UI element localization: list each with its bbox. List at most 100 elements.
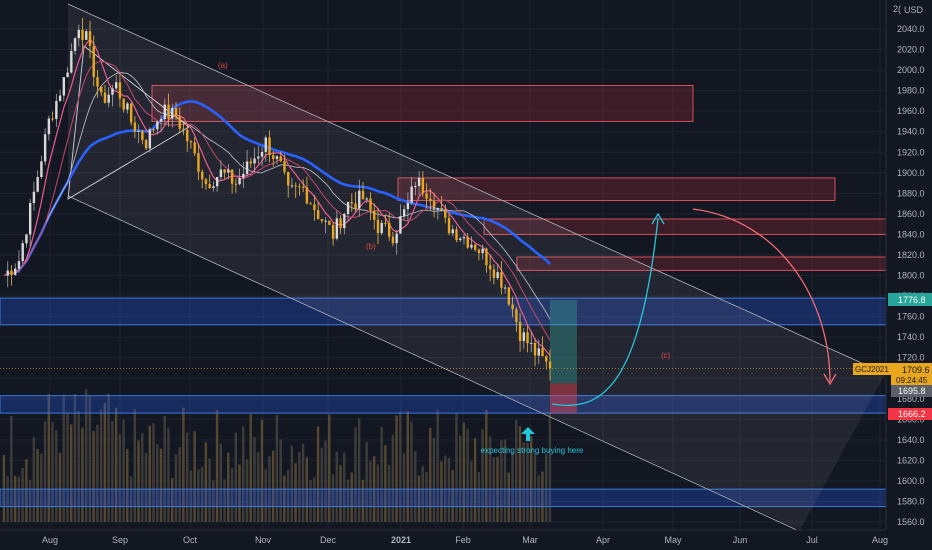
candle-body <box>507 287 511 305</box>
volume-bar <box>477 472 481 522</box>
volume-bar <box>466 428 469 522</box>
candle-body <box>455 229 458 241</box>
x-tick-label: Jul <box>806 535 818 545</box>
candle-body <box>223 169 226 173</box>
candle-body <box>350 202 353 204</box>
ma-mid-line <box>3 72 551 320</box>
volume-bar <box>481 428 484 522</box>
ma-fast-line <box>3 38 551 356</box>
candle-body <box>466 237 469 248</box>
forecast-paths <box>551 208 837 407</box>
candle-body <box>268 137 271 156</box>
candle-body <box>163 104 167 119</box>
candle-body <box>272 155 275 160</box>
candle-body <box>219 169 223 177</box>
candle-body <box>470 244 473 248</box>
volume-bar <box>6 476 9 522</box>
y-tick-label: 1820.0 <box>897 250 925 260</box>
candle-body <box>260 151 264 157</box>
candle-body <box>395 233 398 244</box>
volume-bar <box>148 425 151 522</box>
channel-top-line <box>67 3 887 375</box>
candle-body <box>530 342 533 344</box>
level-lower-value: 1666.2 <box>898 409 926 419</box>
y-tick-label: 1560.0 <box>897 517 925 527</box>
volume-bar <box>309 479 312 522</box>
candle-body <box>533 342 537 356</box>
candle-body <box>331 224 335 239</box>
volume-bar <box>17 476 21 522</box>
candle-body <box>156 121 159 130</box>
volume-bar <box>399 410 402 522</box>
candle-body <box>178 116 181 129</box>
volume-bar <box>99 409 103 522</box>
volume-bar <box>92 430 95 522</box>
volume-bar <box>290 445 294 522</box>
volume-bar <box>189 470 193 522</box>
volume-bar <box>163 415 166 522</box>
candle-body <box>343 213 346 229</box>
candle-body <box>114 82 118 89</box>
volume-bar <box>473 438 477 522</box>
candle-body <box>212 186 215 189</box>
candle-body <box>73 38 77 51</box>
candle-body <box>462 237 466 239</box>
volume-bar <box>384 445 387 522</box>
symbol-label: GCJ2021 <box>855 365 889 374</box>
y-tick-label: 1580.0 <box>897 496 925 506</box>
candle-body <box>118 82 122 99</box>
volume-bar <box>2 455 6 522</box>
candle-body <box>47 118 51 135</box>
volume-bar <box>324 440 327 522</box>
candle-body <box>354 203 357 209</box>
volume-bar <box>526 442 529 522</box>
volume-bar <box>84 389 88 522</box>
volume-bar <box>410 421 413 522</box>
candle-body <box>369 198 372 211</box>
volume-bar <box>432 437 436 522</box>
volume-bar <box>447 457 451 522</box>
triangle-pattern <box>67 45 190 200</box>
candle-body <box>301 186 305 188</box>
candle-body <box>387 222 391 237</box>
candle-body <box>152 129 155 131</box>
candle-body <box>410 186 413 203</box>
y-tick-label: 1740.0 <box>897 332 925 342</box>
candlesticks <box>6 18 552 381</box>
x-tick-label: May <box>664 535 682 545</box>
volume-bar <box>215 410 219 522</box>
y-tick-label: 1620.0 <box>897 455 925 465</box>
candle-body <box>406 202 410 210</box>
candle-body <box>515 309 518 323</box>
volume-bar <box>152 423 155 522</box>
candle-body <box>432 201 436 210</box>
volume-bar <box>286 469 290 522</box>
candle-body <box>264 137 267 152</box>
volume-bar <box>182 407 185 522</box>
candle-body <box>335 218 339 239</box>
candle-body <box>447 217 451 234</box>
volume-bar <box>126 448 129 522</box>
volume-bar <box>253 437 256 522</box>
candle-body <box>174 107 178 117</box>
volume-bar <box>264 468 267 522</box>
volume-bar <box>129 476 133 522</box>
candle-body <box>380 222 383 234</box>
volume-bar <box>174 454 178 522</box>
volume-bar <box>440 461 443 522</box>
volume-bar <box>462 422 466 522</box>
volume-bar <box>62 394 65 522</box>
candle-body <box>249 161 253 164</box>
candle-body <box>92 45 95 78</box>
candle-body <box>328 220 331 225</box>
candle-body <box>373 210 376 220</box>
currency-label: USD <box>904 5 924 15</box>
volume-bar <box>294 463 297 522</box>
volume-bar <box>43 421 47 522</box>
candle-body <box>77 29 80 39</box>
candle-body <box>421 177 425 194</box>
candle-body <box>66 72 69 78</box>
candle-body <box>339 218 342 229</box>
candle-body <box>365 198 368 200</box>
